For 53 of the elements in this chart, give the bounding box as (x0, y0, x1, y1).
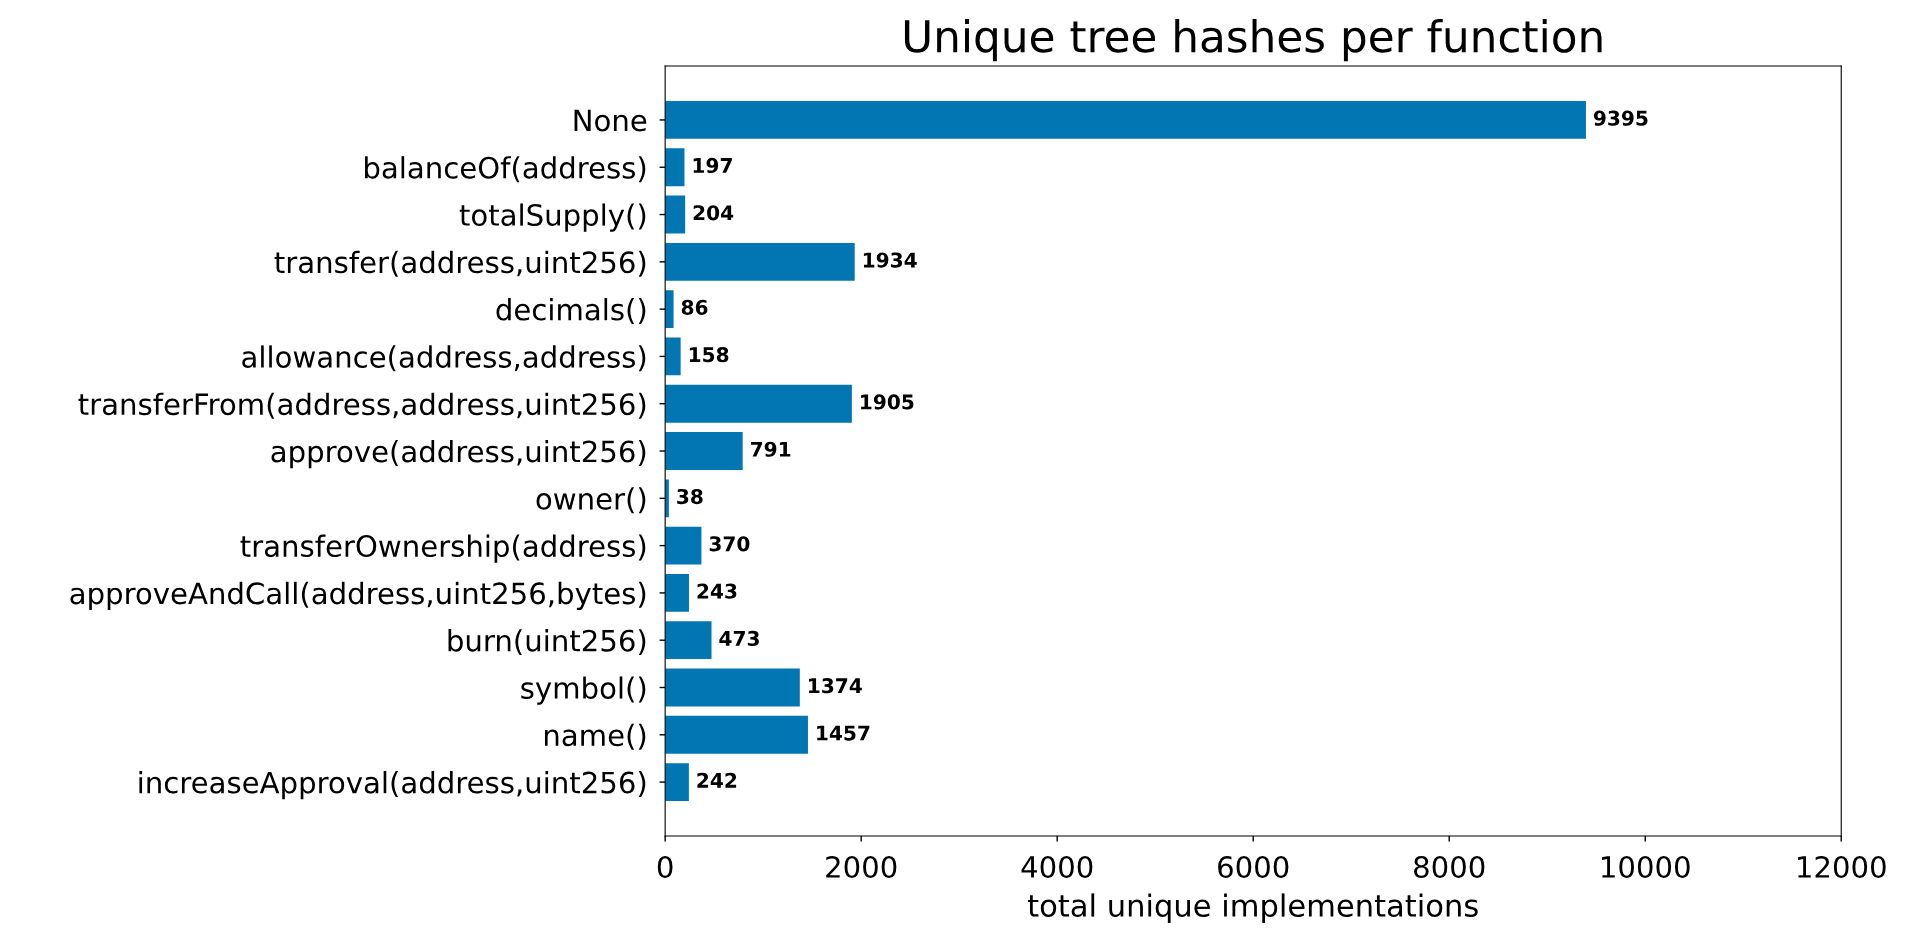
bar (665, 432, 743, 470)
bar (665, 337, 681, 376)
bar (665, 384, 852, 423)
data-label: 1457 (817, 725, 870, 741)
x-tick-label: 2000 (826, 855, 897, 879)
x-tick-label: 8000 (1414, 855, 1485, 879)
bar (665, 668, 800, 707)
y-tick-label: increaseApproval(address,uint256) (139, 771, 646, 800)
bar (665, 242, 855, 281)
y-tick-label: owner() (536, 487, 646, 514)
x-tick-label: 4000 (1021, 855, 1093, 879)
bar (665, 148, 685, 187)
data-label: 1374 (809, 678, 862, 694)
bar (665, 715, 808, 754)
y-tick-label: approve(address,uint256) (271, 439, 646, 469)
data-label: 197 (693, 157, 732, 174)
data-label: 38 (677, 488, 703, 505)
y-tick-label: transferOwnership(address) (240, 534, 646, 563)
bar (665, 101, 1586, 139)
bar (665, 763, 689, 801)
x-tick-label: 12000 (1798, 855, 1886, 879)
bar (665, 573, 689, 612)
data-label: 370 (709, 536, 750, 552)
x-axis-title: total unique implementations (1027, 893, 1478, 923)
data-label: 9395 (1593, 110, 1648, 126)
y-tick-label: totalSupply() (459, 203, 646, 232)
x-tick-label: 10000 (1602, 855, 1690, 879)
data-label: 243 (697, 583, 737, 599)
data-label: 473 (719, 630, 759, 647)
bar (665, 290, 674, 329)
data-label: 242 (697, 772, 737, 788)
y-tick-label: symbol() (521, 676, 646, 705)
y-tick-label: burn(uint256) (448, 629, 646, 656)
y-tick-label: None (574, 109, 647, 132)
bar (665, 526, 702, 565)
data-label: 158 (689, 347, 729, 363)
chart-title: Unique tree hashes per function (904, 18, 1602, 62)
x-tick-label: 6000 (1218, 855, 1289, 879)
y-tick-label: approveAndCall(address,uint256,bytes) (70, 581, 646, 611)
data-label: 791 (750, 441, 791, 457)
data-label: 204 (693, 205, 734, 221)
y-tick-label: transferFrom(address,address,uint256) (78, 392, 646, 419)
data-label: 1905 (861, 394, 914, 410)
y-tick-label: allowance(address,address) (242, 345, 646, 372)
y-tick-label: name() (544, 723, 646, 750)
y-tick-label: balanceOf(address) (365, 156, 646, 183)
data-label: 1934 (863, 252, 917, 268)
x-tick-label: 0 (657, 855, 673, 879)
y-tick-label: transfer(address,uint256) (274, 250, 646, 277)
bar (665, 195, 686, 234)
y-tick-label: decimals() (496, 298, 646, 325)
bar (665, 621, 712, 660)
data-label: 86 (681, 299, 708, 315)
